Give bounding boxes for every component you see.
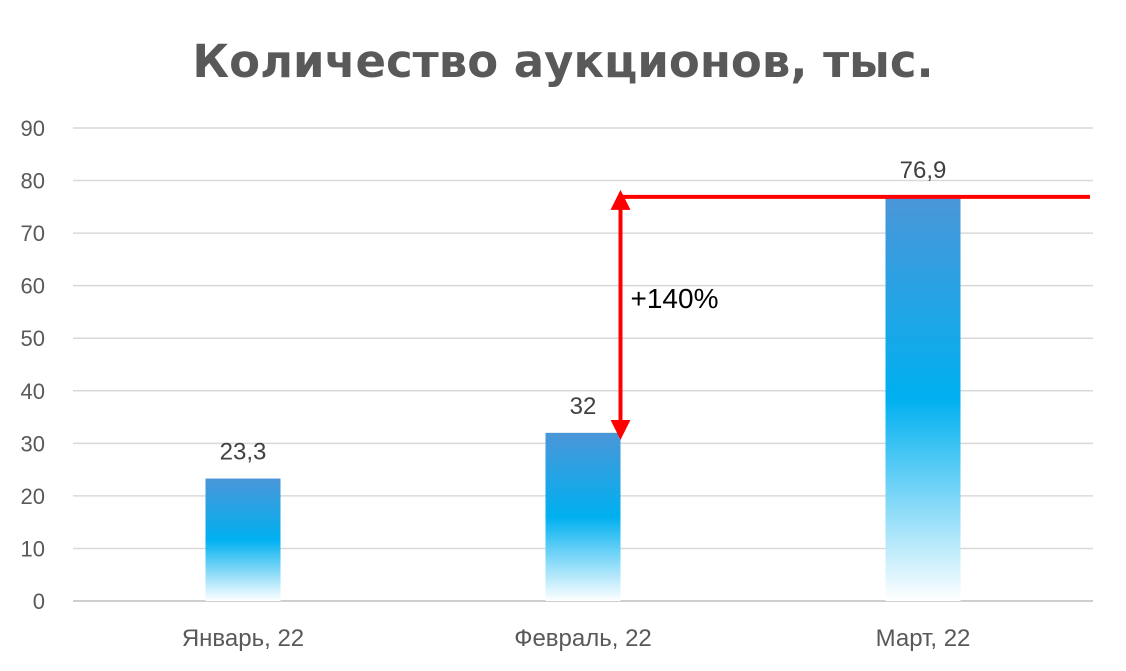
y-axis-tick-labels: 0 10 20 30 40 50 60 70 80 90: [21, 116, 45, 614]
y-tick-label: 30: [21, 431, 45, 456]
data-label: 32: [570, 393, 597, 420]
y-tick-label: 40: [21, 379, 45, 404]
bar: [545, 432, 621, 601]
y-tick-label: 70: [21, 221, 45, 246]
category-labels: Январь, 22 Февраль, 22 Март, 22: [182, 625, 971, 652]
y-tick-label: 80: [21, 169, 45, 194]
y-tick-label: 0: [33, 589, 45, 614]
category-label: Март, 22: [876, 625, 971, 652]
y-tick-label: 60: [21, 274, 45, 299]
data-labels: 23,3 32 76,9: [220, 157, 947, 466]
y-tick-label: 50: [21, 326, 45, 351]
bars: [205, 196, 961, 601]
y-tick-label: 20: [21, 484, 45, 509]
y-tick-label: 10: [21, 536, 45, 561]
chart-title: Количество аукционов, тыс.: [192, 35, 933, 88]
growth-label: +140%: [631, 283, 719, 314]
y-tick-label: 90: [21, 116, 45, 141]
bar: [205, 478, 281, 601]
category-label: Февраль, 22: [514, 625, 652, 652]
data-label: 76,9: [900, 157, 947, 184]
category-label: Январь, 22: [182, 625, 304, 652]
growth-annotation: +140%: [610, 189, 1090, 440]
bar: [885, 196, 961, 601]
data-label: 23,3: [220, 439, 267, 466]
